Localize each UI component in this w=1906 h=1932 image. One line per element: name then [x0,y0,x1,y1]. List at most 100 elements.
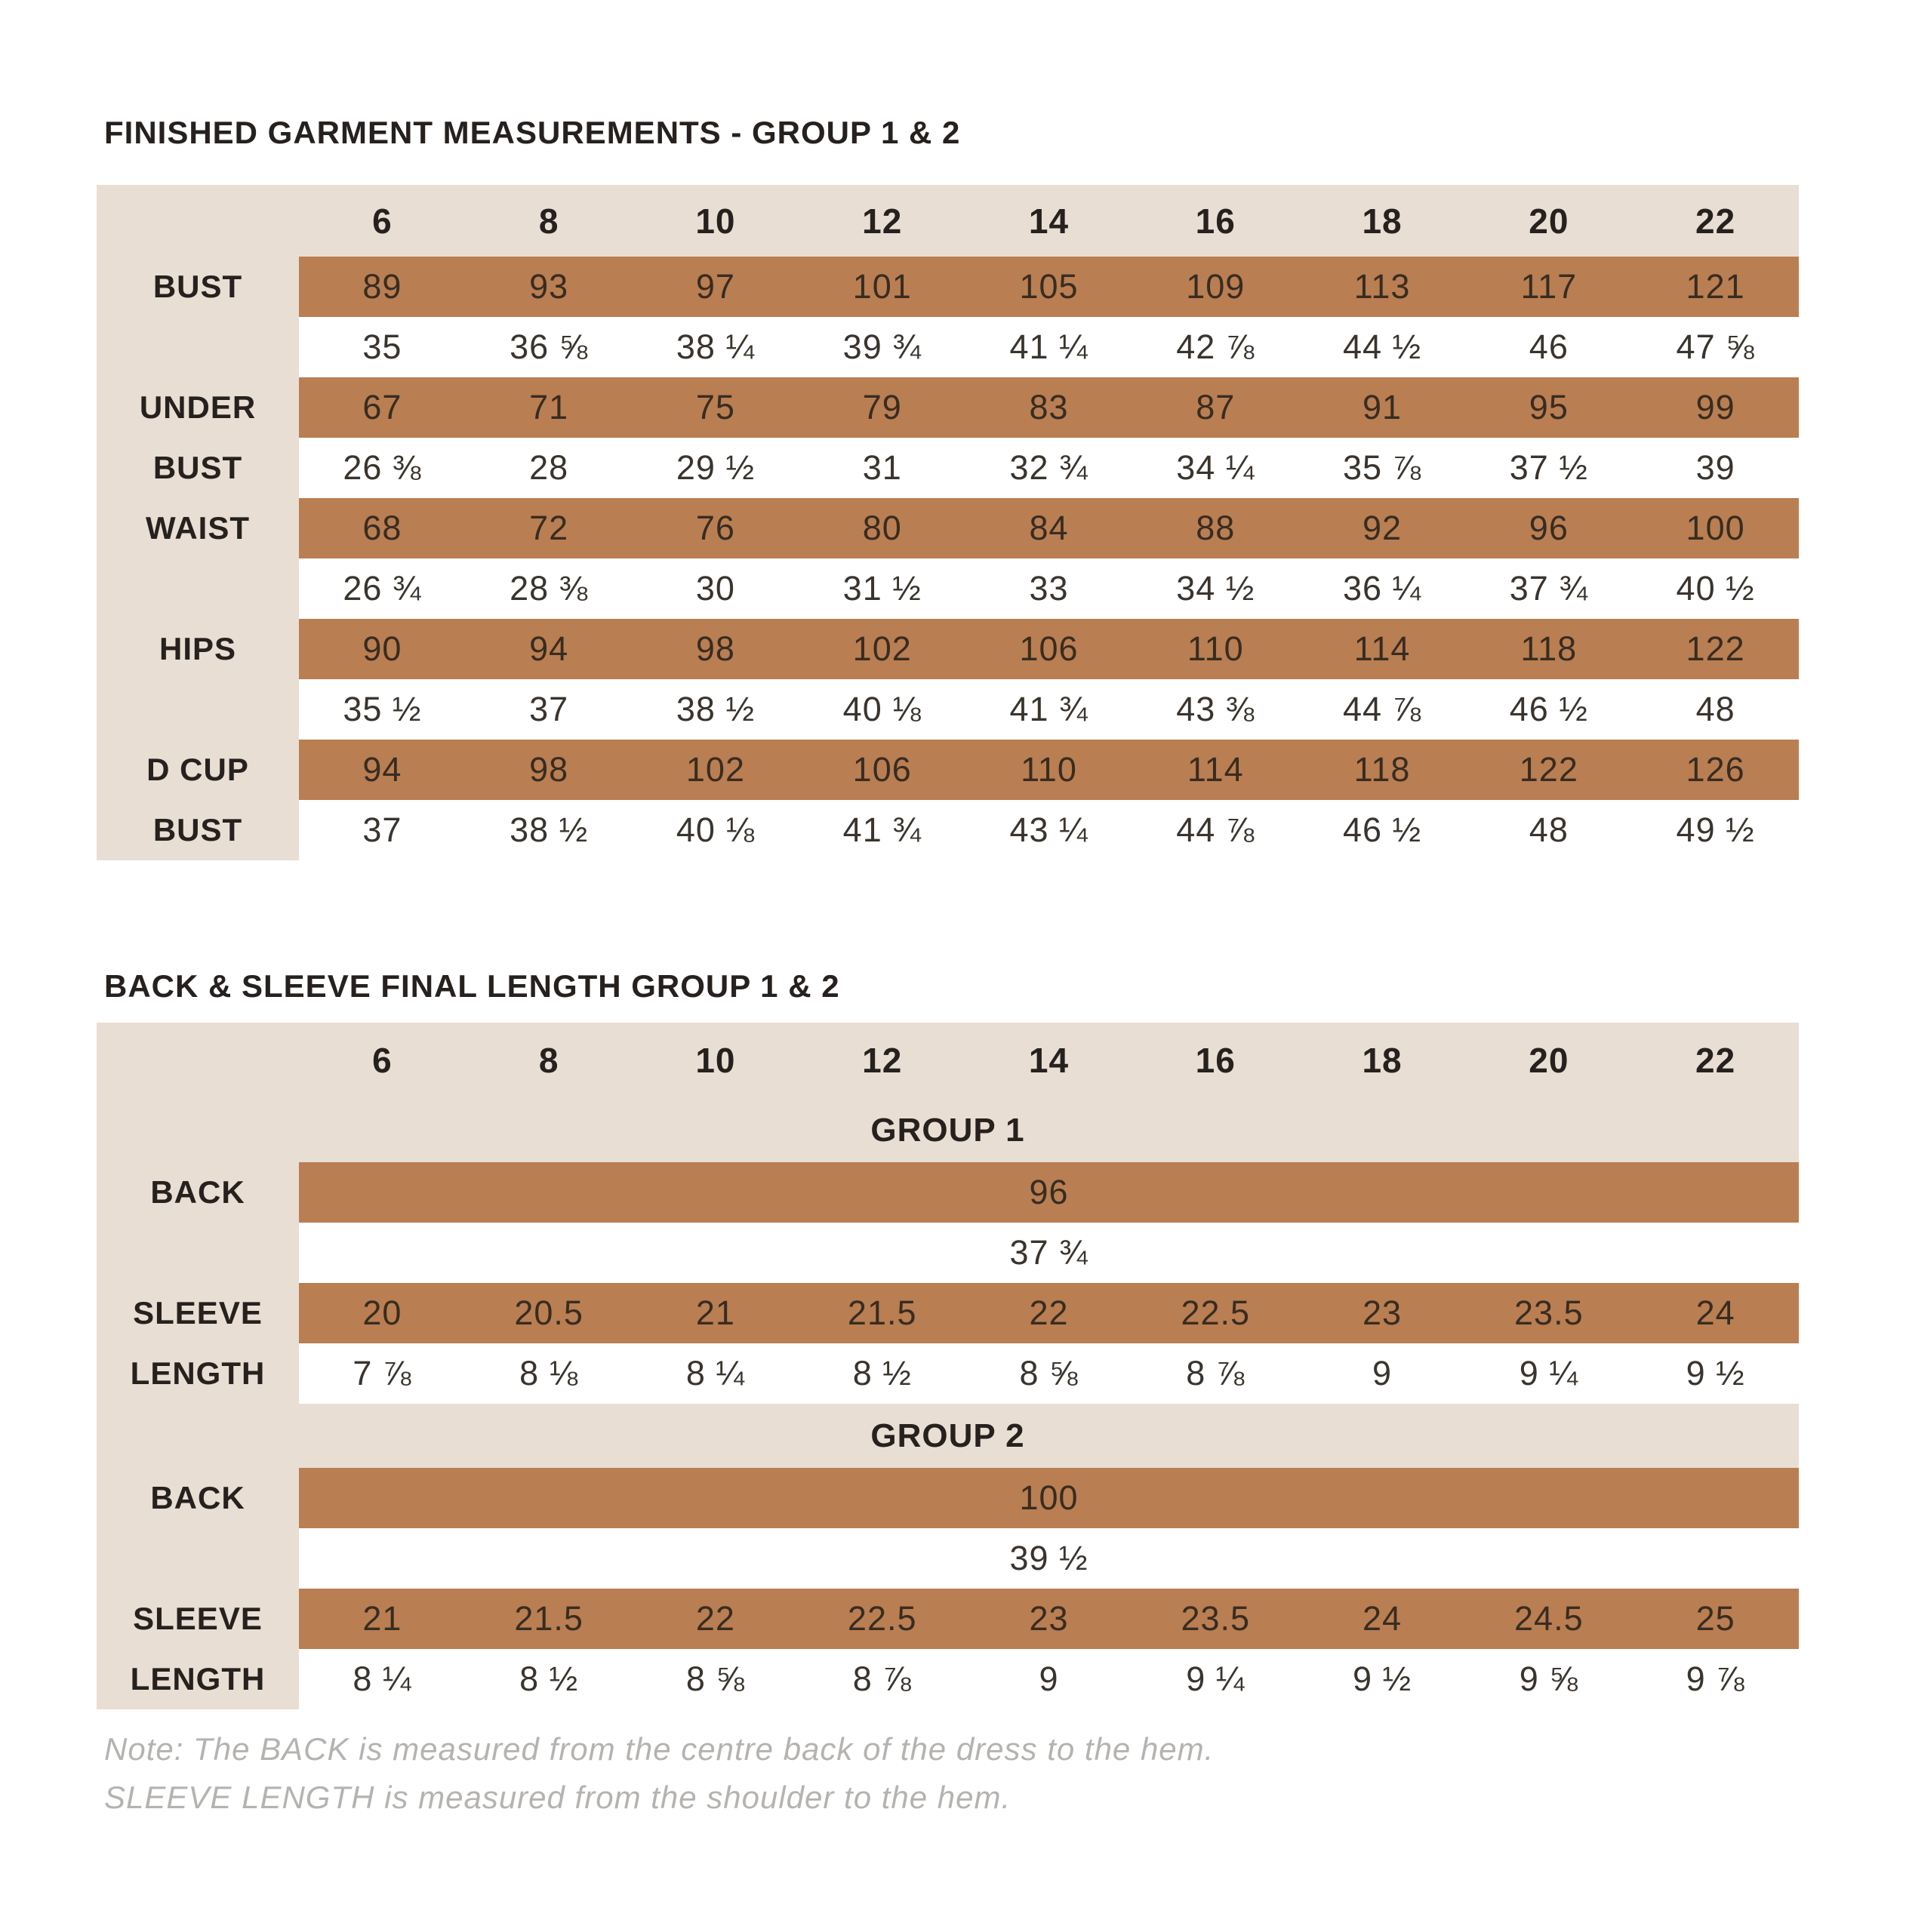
measurement-cell: 8 ½ [799,1343,966,1404]
measurement-cell: 40 ⅛ [799,679,966,740]
size-column-header: 14 [965,1023,1132,1098]
measurement-cell: 28 [465,438,633,498]
measurement-cell: 102 [632,740,799,800]
measurement-cell: 71 [465,377,633,438]
measurement-cell: 99 [1632,377,1799,438]
measurement-cell: 101 [799,257,966,317]
measurement-cell: 37 [465,679,633,740]
measurement-cell: 26 ¾ [299,558,466,619]
measurement-cell: 9 ½ [1632,1343,1799,1404]
measurement-cell: 94 [465,619,633,679]
measurement-cell: 21.5 [465,1589,633,1649]
measurement-cell: 23.5 [1465,1283,1633,1343]
measurement-cell: 121 [1632,257,1799,317]
size-header-spacer [97,1023,299,1098]
measurement-cell: 100 [1632,498,1799,558]
measurement-cell: 41 ¼ [965,317,1132,377]
measurement-cell: 83 [965,377,1132,438]
measurement-cell: 22 [632,1589,799,1649]
measurement-cell: 8 ¼ [299,1649,466,1709]
measurement-cell: 38 ½ [465,800,633,860]
measurement-cell-spanned: 96 [299,1162,1799,1223]
measurement-cell: 40 ½ [1632,558,1799,619]
measurement-cell: 110 [1132,619,1299,679]
measurement-cell: 46 ½ [1298,800,1466,860]
measurement-cell: 113 [1298,257,1466,317]
size-header-spacer [97,185,299,257]
measurement-cell: 22.5 [1132,1283,1299,1343]
row-label-empty [97,558,299,619]
measurement-cell: 20 [299,1283,466,1343]
measurement-cell: 9 ⅞ [1632,1649,1799,1709]
measurement-cell: 31 ½ [799,558,966,619]
measurement-cell: 38 ¼ [632,317,799,377]
measurement-cell: 46 [1465,317,1633,377]
row-label: HIPS [97,619,299,679]
size-column-header: 14 [965,185,1132,257]
measurement-cell: 24 [1298,1589,1466,1649]
row-label-empty [97,317,299,377]
measurement-cell-spanned: 37 ¾ [299,1223,1799,1283]
measurement-cell: 114 [1298,619,1466,679]
measurement-cell: 80 [799,498,966,558]
measurement-cell-spanned: 39 ½ [299,1528,1799,1589]
measurement-cell: 23 [965,1589,1132,1649]
measurement-cell: 37 ¾ [1465,558,1633,619]
measurement-cell: 32 ¾ [965,438,1132,498]
back-sleeve-final-length-title: BACK & SLEEVE FINAL LENGTH GROUP 1 & 2 [104,968,840,1004]
measurement-cell: 110 [965,740,1132,800]
measurement-cell: 40 ⅛ [632,800,799,860]
measurement-cell: 23 [1298,1283,1466,1343]
measurement-cell: 35 ⅞ [1298,438,1466,498]
measurement-cell: 48 [1632,679,1799,740]
measurement-cell: 97 [632,257,799,317]
row-label: LENGTH [97,1343,299,1404]
size-column-header: 22 [1632,1023,1799,1098]
measurement-cell: 35 [299,317,466,377]
measurement-cell: 49 ½ [1632,800,1799,860]
size-column-header: 12 [799,185,966,257]
measurement-cell: 39 [1632,438,1799,498]
measurement-cell: 67 [299,377,466,438]
measurement-cell: 47 ⅝ [1632,317,1799,377]
row-label-empty [97,1223,299,1283]
size-column-header: 8 [465,185,633,257]
note-line-1: Note: The BACK is measured from the cent… [104,1731,1215,1767]
measurement-cell: 25 [1632,1589,1799,1649]
measurement-cell: 126 [1632,740,1799,800]
measurement-cell: 94 [299,740,466,800]
row-label: SLEEVE [97,1283,299,1343]
row-label: BACK [97,1468,299,1528]
measurement-cell: 34 ½ [1132,558,1299,619]
measurement-cell: 39 ¾ [799,317,966,377]
size-column-header: 6 [299,1023,466,1098]
measurement-cell: 31 [799,438,966,498]
measurement-cell: 30 [632,558,799,619]
back-sleeve-final-length-table: 6 8 10 12 14 16 18 20 22 GROUP 1 BACK 96 37 ¾ SLEEVE 2… [97,1023,1799,1709]
measurement-cell: 106 [965,619,1132,679]
measurement-cell: 43 ¼ [965,800,1132,860]
row-label: SLEEVE [97,1589,299,1649]
measurement-cell: 117 [1465,257,1633,317]
size-column-header: 10 [632,1023,799,1098]
measurement-cell: 33 [965,558,1132,619]
finished-garment-measurements-title: FINISHED GARMENT MEASUREMENTS - GROUP 1 … [104,115,961,150]
measurement-cell: 93 [465,257,633,317]
group-heading: GROUP 1 [97,1098,1799,1162]
measurement-cell: 9 ½ [1298,1649,1466,1709]
measurement-cell: 24 [1632,1283,1799,1343]
measurement-cell: 37 [299,800,466,860]
measurement-cell: 29 ½ [632,438,799,498]
measurement-cell: 35 ½ [299,679,466,740]
row-label: LENGTH [97,1649,299,1709]
size-column-header: 22 [1632,185,1799,257]
measurement-cell: 44 ⅞ [1132,800,1299,860]
measurement-cell: 95 [1465,377,1633,438]
measurement-cell: 90 [299,619,466,679]
measurement-cell: 34 ¼ [1132,438,1299,498]
measurement-cell: 20.5 [465,1283,633,1343]
size-column-header: 18 [1298,1023,1466,1098]
measurement-cell: 92 [1298,498,1466,558]
measurement-cell: 87 [1132,377,1299,438]
